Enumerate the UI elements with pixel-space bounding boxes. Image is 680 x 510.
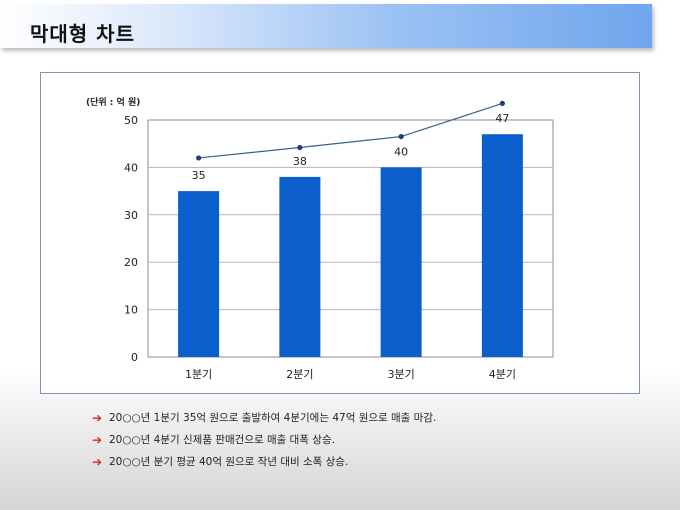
bar xyxy=(380,167,422,357)
note-item: ➔ 20○○년 분기 평균 40억 원으로 작년 대비 소폭 상승. xyxy=(92,454,436,476)
y-tick-label: 40 xyxy=(124,161,138,174)
x-tick-label: 3분기 xyxy=(388,368,415,381)
notes-list: ➔ 20○○년 1분기 35억 원으로 출발하여 4분기에는 47억 원으로 매… xyxy=(92,410,436,476)
line-point xyxy=(196,155,202,161)
y-tick-label: 0 xyxy=(131,351,138,364)
note-item: ➔ 20○○년 4분기 신제품 판매건으로 매출 대폭 상승. xyxy=(92,432,436,454)
note-item: ➔ 20○○년 1분기 35억 원으로 출발하여 4분기에는 47억 원으로 매… xyxy=(92,410,436,432)
page-title: 막대형 차트 xyxy=(30,22,135,46)
arrow-icon: ➔ xyxy=(92,411,103,425)
unit-label: (단위 : 억 원) xyxy=(86,96,140,108)
bar xyxy=(279,176,321,357)
line-point xyxy=(297,144,303,151)
note-text: 20○○년 분기 평균 40억 원으로 작년 대비 소폭 상승. xyxy=(109,456,349,468)
x-tick-label: 1분기 xyxy=(185,368,212,381)
bar-chart: 0 10 20 30 40 50 (단위 : 억 원) 35 1분기 38 2분기 40 3분기 47 4분… xyxy=(86,96,554,381)
y-tick-label: 20 xyxy=(124,256,138,269)
line-series xyxy=(198,102,503,159)
y-tick-label: 50 xyxy=(124,114,138,127)
y-tick-label: 10 xyxy=(124,304,138,317)
data-label: 35 xyxy=(192,169,206,182)
data-label: 38 xyxy=(293,155,307,168)
line-point xyxy=(398,133,404,140)
data-label: 47 xyxy=(495,112,509,125)
title-bar: 막대형 차트 xyxy=(0,4,652,48)
chart-frame: 0 10 20 30 40 50 (단위 : 억 원) 35 1분기 38 2분기 40 3분기 47 4분… xyxy=(40,72,640,394)
data-label: 40 xyxy=(394,145,408,158)
x-tick-label: 4분기 xyxy=(489,368,516,381)
arrow-icon: ➔ xyxy=(92,455,103,469)
y-tick-label: 30 xyxy=(124,209,138,222)
line-point xyxy=(499,100,505,107)
arrow-icon: ➔ xyxy=(92,433,103,447)
note-text: 20○○년 1분기 35억 원으로 출발하여 4분기에는 47억 원으로 매출 … xyxy=(109,412,437,424)
bar xyxy=(178,191,220,357)
plot-area xyxy=(147,119,554,358)
bar xyxy=(481,134,523,357)
x-tick-label: 2분기 xyxy=(286,368,313,381)
note-text: 20○○년 4분기 신제품 판매건으로 매출 대폭 상승. xyxy=(109,434,335,446)
